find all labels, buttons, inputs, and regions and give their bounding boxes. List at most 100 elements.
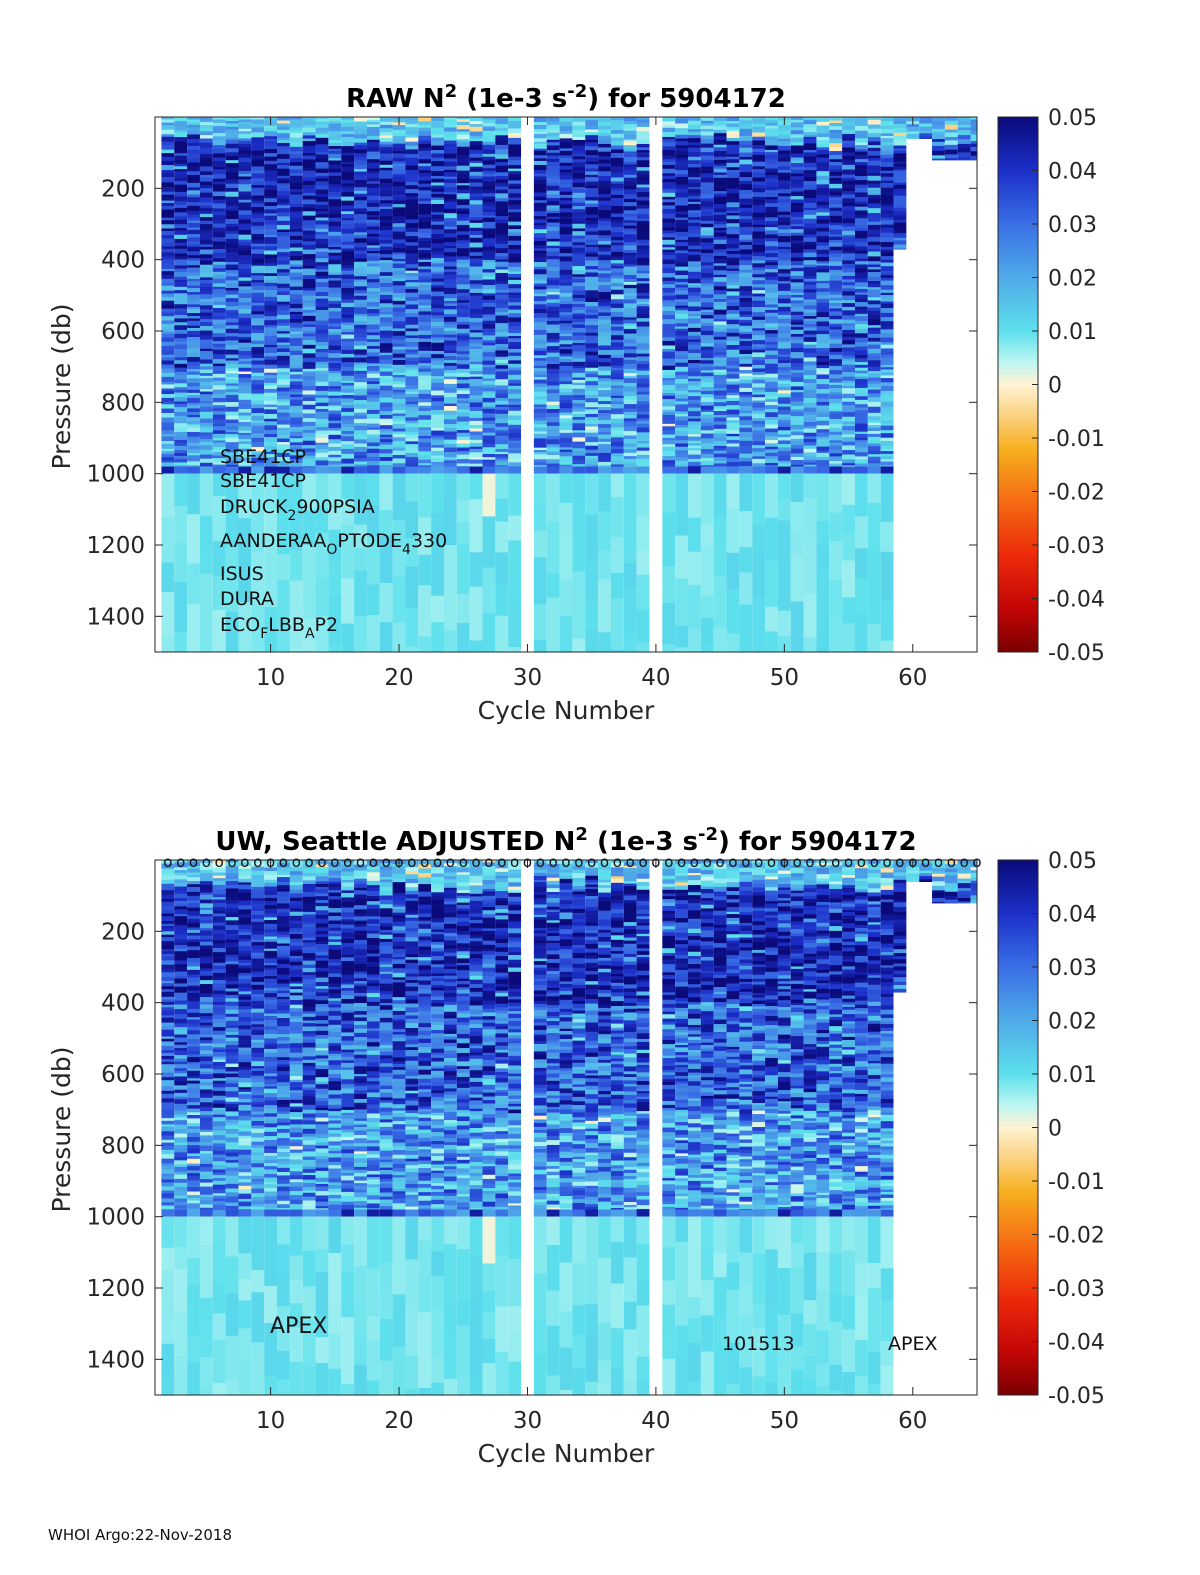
annotation-label: ECOFLBBAP2 [220, 614, 338, 642]
qc-marker: o [446, 853, 455, 871]
qc-marker: o [793, 853, 802, 871]
colorbar-tick-label: -0.01 [1048, 427, 1105, 452]
colorbar-tick-label: 0 [1048, 1117, 1062, 1142]
qc-marker: o [703, 853, 712, 871]
qc-marker: o [510, 853, 519, 871]
heatmap-cells [161, 860, 977, 1396]
qc-marker: o [677, 853, 686, 871]
y-tick-label: 800 [101, 390, 145, 416]
colorbar-gradient [997, 859, 1039, 1396]
x-axis-label: Cycle Number [478, 696, 655, 725]
qc-marker: o [600, 853, 609, 871]
colorbar-tick-label: -0.04 [1048, 1331, 1105, 1356]
colorbar-tick-label: 0.05 [1048, 849, 1097, 874]
qc-marker: o [215, 853, 224, 871]
qc-marker: o [934, 853, 943, 871]
qc-marker: o [805, 853, 814, 871]
qc-marker: o [780, 853, 789, 871]
qc-marker: o [626, 853, 635, 871]
qc-marker: o [728, 853, 737, 871]
colorbar-tick-label: -0.03 [1048, 534, 1105, 559]
y-axis: 200 400 600 800 1000 1200 1400 [86, 176, 977, 630]
qc-marker: o [754, 853, 763, 871]
x-tick-label: 50 [770, 1408, 799, 1434]
colorbar: 0.05 0.04 0.03 0.02 0.01 0 -0.01 -0.02 -0.03 -0.0… [997, 849, 1105, 1409]
y-axis-label: Pressure (db) [47, 1047, 76, 1213]
y-tick-label: 1400 [86, 1347, 145, 1373]
y-axis-label: Pressure (db) [47, 304, 76, 470]
heatmap-cells [161, 117, 977, 653]
qc-marker: o [895, 853, 904, 871]
y-tick-label: 1200 [86, 533, 145, 559]
qc-marker: o [240, 853, 249, 871]
qc-marker: o [870, 853, 879, 871]
qc-marker: o [484, 853, 493, 871]
plot-frame [154, 859, 978, 1396]
adjusted-n2-panel: UW, Seattle ADJUSTED N2 (1e-3 s-2) for 5… [47, 824, 1105, 1468]
colorbar-tick-label: -0.05 [1048, 641, 1105, 666]
qc-marker: o [549, 853, 558, 871]
y-tick-label: 400 [101, 991, 145, 1017]
y-tick-label: 200 [101, 176, 145, 202]
qc-marker: o [228, 853, 237, 871]
x-tick-label: 20 [384, 1408, 413, 1434]
colorbar-tick-label: 0.01 [1048, 320, 1097, 345]
x-tick-label: 10 [256, 1408, 285, 1434]
annotation-label: ISUS [220, 563, 264, 585]
x-axis: 10 20 30 40 50 60 [256, 860, 927, 1434]
annotation-label: APEX [888, 1333, 937, 1355]
qc-marker: o [651, 853, 660, 871]
qc-marker: o [330, 853, 339, 871]
qc-marker: o [343, 853, 352, 871]
qc-marker: o [433, 853, 442, 871]
y-tick-label: 600 [101, 1062, 145, 1088]
qc-marker: o [883, 853, 892, 871]
qc-marker: o [947, 853, 956, 871]
x-tick-label: 40 [641, 1408, 670, 1434]
colorbar: 0.05 0.04 0.03 0.02 0.01 0 -0.01 -0.02 -0.03 -0.0… [997, 106, 1105, 666]
qc-marker: o [972, 853, 981, 871]
qc-marker: o [279, 853, 288, 871]
colorbar-tick-label: 0.01 [1048, 1063, 1097, 1088]
y-tick-label: 400 [101, 248, 145, 274]
y-tick-label: 200 [101, 919, 145, 945]
colorbar-tick-label: 0.04 [1048, 903, 1097, 928]
qc-marker: o [613, 853, 622, 871]
qc-marker: o [716, 853, 725, 871]
colorbar-tick-label: -0.01 [1048, 1170, 1105, 1195]
qc-marker: o [960, 853, 969, 871]
qc-marker: o [639, 853, 648, 871]
colorbar-tick-label: 0.03 [1048, 213, 1097, 238]
qc-marker: o [202, 853, 211, 871]
qc-marker: o [292, 853, 301, 871]
annotation-label: APEX [270, 1314, 327, 1339]
colorbar-tick-label: 0.03 [1048, 956, 1097, 981]
qc-marker: o [561, 853, 570, 871]
x-axis: 10 20 30 40 50 60 [256, 117, 927, 691]
y-tick-label: 1400 [86, 604, 145, 630]
qc-marker: o [266, 853, 275, 871]
qc-marker: o [382, 853, 391, 871]
qc-marker: o [587, 853, 596, 871]
annotations: APEX 101513 APEX [270, 1314, 937, 1355]
qc-marker: o [664, 853, 673, 871]
x-tick-label: 60 [898, 1408, 927, 1434]
qc-marker: o [536, 853, 545, 871]
annotation-label: SBE41CP [220, 470, 306, 492]
x-tick-label: 60 [898, 665, 927, 691]
qc-marker: o [163, 853, 172, 871]
qc-marker: o [690, 853, 699, 871]
qc-marker: o [767, 853, 776, 871]
colorbar-tick-label: 0.02 [1048, 1010, 1097, 1035]
qc-marker: o [407, 853, 416, 871]
chart-title: UW, Seattle ADJUSTED N2 (1e-3 s-2) for 5… [215, 824, 916, 857]
x-tick-label: 50 [770, 665, 799, 691]
colorbar-tick-label: 0.04 [1048, 160, 1097, 185]
qc-marker: o [317, 853, 326, 871]
colorbar-tick-label: 0.05 [1048, 106, 1097, 131]
qc-marker: o [741, 853, 750, 871]
colorbar-tick-label: -0.02 [1048, 1224, 1105, 1249]
colorbar-tick-label: 0.02 [1048, 267, 1097, 292]
